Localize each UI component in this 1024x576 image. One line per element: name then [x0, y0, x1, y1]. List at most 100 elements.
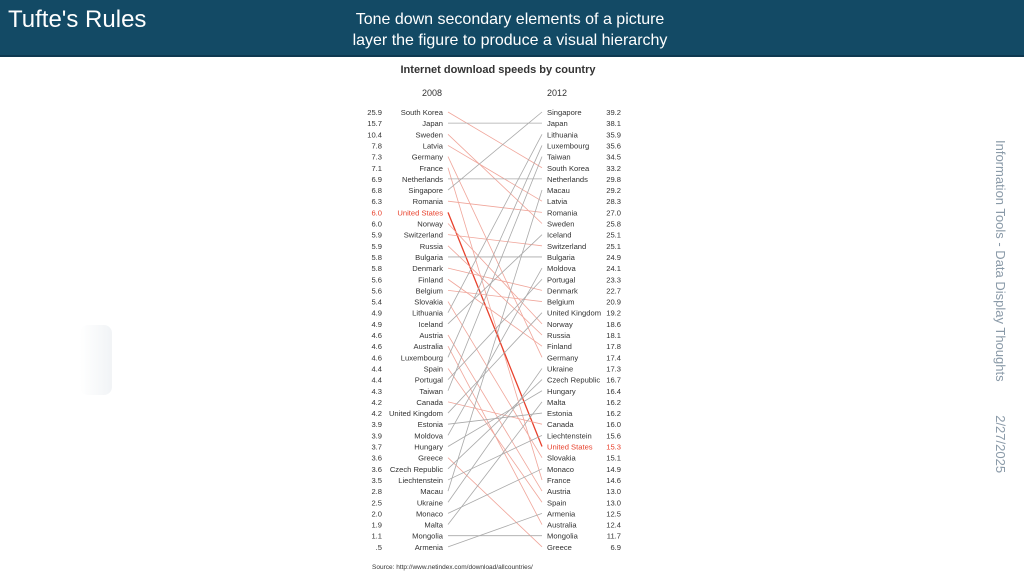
right-country-liechtenstein: Liechtenstein: [547, 431, 592, 440]
left-value-macau: 2.8: [371, 487, 382, 496]
right-country-russia: Russia: [547, 331, 571, 340]
left-value-united-kingdom: 4.2: [371, 409, 382, 418]
left-value-austria: 4.6: [371, 331, 382, 340]
slope-line-armenia: [447, 513, 543, 548]
slope-line-greece: [447, 457, 543, 548]
right-value-austria: 13.0: [606, 487, 621, 496]
right-country-japan: Japan: [547, 119, 568, 128]
right-value-netherlands: 29.8: [606, 175, 621, 184]
left-value-estonia: 3.9: [371, 420, 382, 429]
right-country-moldova: Moldova: [547, 264, 576, 273]
left-country-macau: Macau: [420, 487, 443, 496]
right-country-south-korea: South Korea: [547, 164, 590, 173]
left-country-france: France: [419, 164, 443, 173]
slope-line-latvia: [447, 145, 543, 202]
slope-line-belgium: [447, 290, 543, 302]
right-country-norway: Norway: [547, 320, 573, 329]
right-country-latvia: Latvia: [547, 197, 568, 206]
left-value-latvia: 7.8: [371, 141, 382, 150]
left-value-malta: 1.9: [371, 521, 382, 530]
right-value-greece: 6.9: [610, 543, 621, 552]
right-value-monaco: 14.9: [606, 465, 621, 474]
left-value-norway: 6.0: [371, 220, 382, 229]
left-country-greece: Greece: [418, 454, 443, 463]
right-country-spain: Spain: [547, 498, 566, 507]
right-value-liechtenstein: 15.6: [606, 431, 621, 440]
right-country-monaco: Monaco: [547, 465, 574, 474]
right-value-lithuania: 35.9: [606, 130, 621, 139]
left-country-bulgaria: Bulgaria: [415, 253, 444, 262]
right-value-australia: 12.4: [606, 521, 621, 530]
right-country-ukraine: Ukraine: [547, 364, 573, 373]
left-country-taiwan: Taiwan: [419, 387, 443, 396]
left-value-australia: 4.6: [371, 342, 382, 351]
slope-line-south-korea: [447, 111, 543, 169]
left-country-switzerland: Switzerland: [404, 231, 443, 240]
left-value-taiwan: 4.3: [371, 387, 382, 396]
slope-line-united-kingdom: [447, 312, 543, 414]
right-country-portugal: Portugal: [547, 275, 576, 284]
slope-line-liechtenstein: [447, 434, 543, 481]
right-country-canada: Canada: [547, 420, 574, 429]
left-value-singapore: 6.8: [371, 186, 382, 195]
right-country-romania: Romania: [547, 208, 578, 217]
left-value-romania: 6.3: [371, 197, 382, 206]
slope-line-finland: [447, 278, 543, 347]
slope-line-luxembourg: [447, 145, 543, 358]
right-value-armenia: 12.5: [606, 509, 621, 518]
left-country-luxembourg: Luxembourg: [401, 353, 443, 362]
right-country-netherlands: Netherlands: [547, 175, 588, 184]
left-country-netherlands: Netherlands: [402, 175, 443, 184]
right-country-finland: Finland: [547, 342, 572, 351]
slope-line-switzerland: [447, 234, 543, 247]
left-country-iceland: Iceland: [419, 320, 444, 329]
left-year-header: 2008: [422, 88, 442, 98]
right-value-germany: 17.4: [606, 353, 621, 362]
left-country-belgium: Belgium: [416, 286, 443, 295]
left-value-germany: 7.3: [371, 153, 382, 162]
left-value-sweden: 10.4: [367, 130, 382, 139]
right-value-latvia: 28.3: [606, 197, 621, 206]
left-value-greece: 3.6: [371, 454, 382, 463]
right-country-armenia: Armenia: [547, 509, 576, 518]
left-value-switzerland: 5.9: [371, 231, 382, 240]
right-country-malta: Malta: [547, 398, 566, 407]
left-value-belgium: 5.6: [371, 286, 382, 295]
left-country-sweden: Sweden: [416, 130, 443, 139]
slope-line-canada: [447, 401, 543, 425]
left-value-south-korea: 25.9: [367, 108, 382, 117]
slope-line-lithuania: [447, 134, 543, 313]
right-country-mongolia: Mongolia: [547, 532, 579, 541]
left-country-finland: Finland: [418, 275, 443, 284]
left-country-japan: Japan: [422, 119, 443, 128]
right-value-macau: 29.2: [606, 186, 621, 195]
left-country-latvia: Latvia: [423, 141, 444, 150]
right-value-switzerland: 25.1: [606, 242, 621, 251]
right-value-ukraine: 17.3: [606, 364, 621, 373]
right-value-canada: 16.0: [606, 420, 621, 429]
left-value-bulgaria: 5.8: [371, 253, 382, 262]
subtitle-line-2: layer the figure to produce a visual hie…: [352, 32, 668, 49]
left-value-netherlands: 6.9: [371, 175, 382, 184]
left-value-monaco: 2.0: [371, 509, 382, 518]
left-value-finland: 5.6: [371, 275, 382, 284]
right-value-iceland: 25.1: [606, 231, 621, 240]
right-country-lithuania: Lithuania: [547, 130, 579, 139]
right-country-united-states: United States: [547, 443, 593, 452]
left-country-australia: Australia: [413, 342, 443, 351]
right-value-czech-republic: 16.7: [606, 376, 621, 385]
left-value-united-states: 6.0: [371, 208, 382, 217]
right-country-sweden: Sweden: [547, 220, 574, 229]
right-value-taiwan: 34.5: [606, 153, 621, 162]
right-country-united-kingdom: United Kingdom: [547, 309, 601, 318]
slope-line-malta: [447, 401, 543, 525]
left-country-romania: Romania: [413, 197, 444, 206]
slopegraph-chart: Internet download speeds by country 2008…: [367, 64, 621, 571]
slope-line-monaco: [447, 468, 543, 514]
slope-line-czech-republic: [447, 379, 543, 470]
right-country-australia: Australia: [547, 521, 577, 530]
slope-line-singapore: [447, 111, 543, 191]
left-country-norway: Norway: [417, 220, 443, 229]
right-country-bulgaria: Bulgaria: [547, 253, 576, 262]
left-value-denmark: 5.8: [371, 264, 382, 273]
